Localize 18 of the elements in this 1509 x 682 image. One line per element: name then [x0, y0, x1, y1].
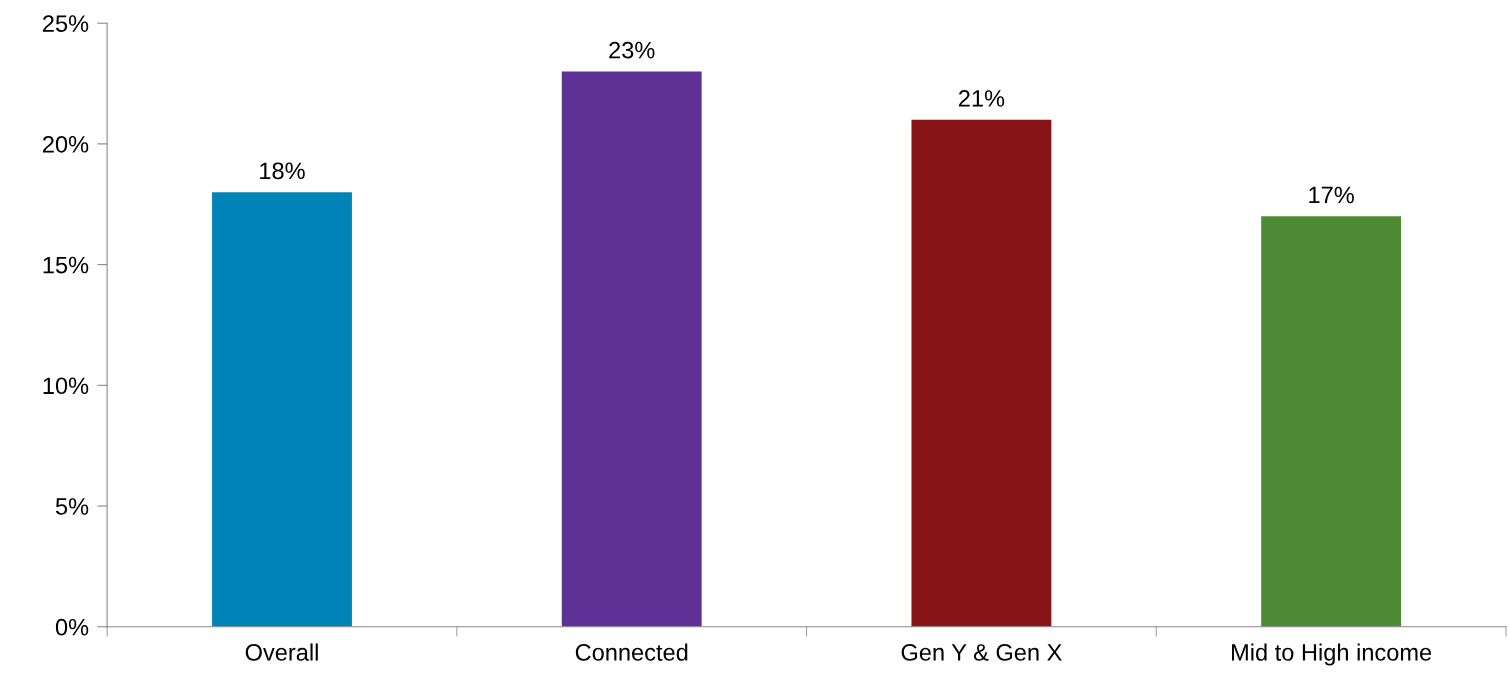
- y-tick-label: 25%: [43, 15, 89, 32]
- y-tick-label: 5%: [55, 498, 89, 515]
- x-tick-label: Overall: [245, 643, 318, 661]
- y-tick-label: 0%: [55, 618, 89, 636]
- x-tick-label: Gen Y & Gen X: [901, 644, 1062, 661]
- data-label: 23%: [609, 41, 655, 59]
- y-tick-label: 10%: [43, 377, 89, 395]
- y-tick-label: 15%: [43, 256, 89, 274]
- bar: [561, 71, 702, 627]
- data-label: 21%: [958, 90, 1005, 107]
- data-label: 17%: [1309, 186, 1354, 204]
- data-label: 18%: [260, 162, 305, 180]
- x-tick-label: Mid to High income: [1232, 643, 1432, 666]
- x-tick-label: Connected: [575, 643, 688, 661]
- bar: [911, 119, 1052, 627]
- bar: [1261, 216, 1402, 627]
- y-tick-label: 20%: [43, 135, 89, 153]
- bar: [212, 192, 352, 627]
